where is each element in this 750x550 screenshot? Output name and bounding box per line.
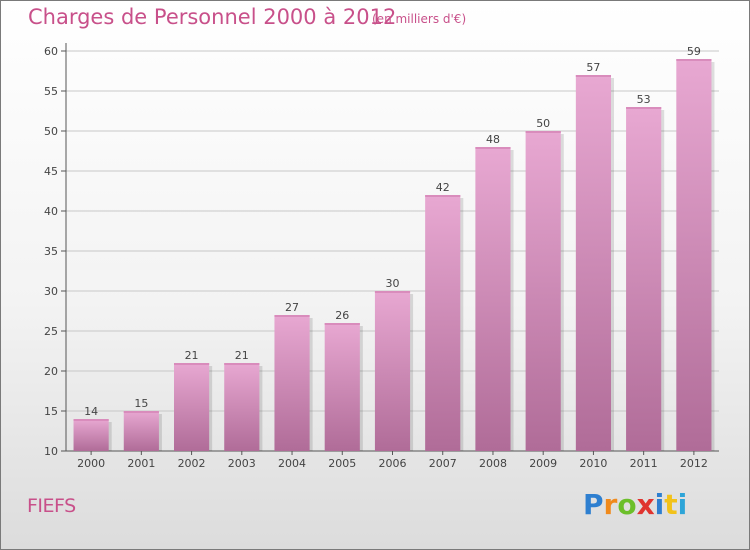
x-tick-label: 2010: [579, 457, 607, 470]
y-tick-label: 40: [44, 205, 58, 218]
bar-2005: [324, 323, 360, 451]
bar-2004: [274, 315, 310, 451]
x-tick-label: 2002: [178, 457, 206, 470]
value-label: 53: [637, 93, 651, 106]
x-tick-label: 2004: [278, 457, 306, 470]
bar-top-edge: [525, 131, 561, 133]
y-tick-label: 50: [44, 125, 58, 138]
chart-title: Charges de Personnel 2000 à 2012: [28, 5, 397, 29]
value-label: 21: [235, 349, 249, 362]
logo-letter: r: [603, 488, 618, 521]
labels: 10 15 20 25 30 35 40 45 50 55 60 14 2000 15 2001 21 2002…: [44, 45, 708, 470]
bar-2003: [224, 363, 260, 451]
bar-2001: [123, 411, 159, 451]
value-label: 50: [536, 117, 550, 130]
y-tick-label: 35: [44, 245, 58, 258]
logo-letter: t: [664, 488, 678, 521]
x-tick-label: 2003: [228, 457, 256, 470]
y-tick-label: 60: [44, 45, 58, 58]
value-label: 30: [386, 277, 400, 290]
logo-letter: i: [654, 488, 665, 521]
bar-2007: [425, 195, 461, 451]
place-name: FIEFS: [27, 495, 76, 517]
bar-top-edge: [73, 419, 109, 421]
bar-2010: [575, 75, 612, 451]
bar-top-edge: [123, 411, 159, 413]
value-label: 14: [84, 405, 98, 418]
bar-top-edge: [374, 291, 411, 293]
value-label: 59: [687, 45, 701, 58]
logo-letter: P: [583, 488, 604, 521]
bar-2008: [475, 147, 511, 451]
x-tick-label: 2007: [429, 457, 457, 470]
bar-2000: [73, 419, 109, 451]
bar-top-edge: [324, 323, 360, 325]
bar-2012: [676, 59, 712, 451]
bar-top-edge: [173, 363, 210, 365]
bar-top-edge: [575, 75, 612, 77]
logo-letter: o: [617, 488, 637, 521]
y-tick-label: 30: [44, 285, 58, 298]
bar-top-edge: [425, 195, 461, 197]
bar-top-edge: [676, 59, 712, 61]
x-tick-label: 2008: [479, 457, 507, 470]
bar-top-edge: [274, 315, 310, 317]
value-label: 27: [285, 301, 299, 314]
x-tick-label: 2006: [379, 457, 407, 470]
y-tick-label: 25: [44, 325, 58, 338]
chart-subtitle: (en milliers d'€): [372, 12, 467, 26]
proxiti-logo: Proxiti: [583, 488, 687, 521]
y-tick-label: 15: [44, 405, 58, 418]
x-tick-label: 2001: [127, 457, 155, 470]
x-tick-label: 2011: [630, 457, 658, 470]
bar-top-edge: [626, 107, 662, 109]
value-label: 21: [185, 349, 199, 362]
value-label: 26: [335, 309, 349, 322]
bars: [73, 59, 715, 451]
x-tick-label: 2000: [77, 457, 105, 470]
x-tick-label: 2009: [529, 457, 557, 470]
bar-2011: [626, 107, 662, 451]
value-label: 57: [586, 61, 600, 74]
value-label: 42: [436, 181, 450, 194]
y-tick-label: 55: [44, 85, 58, 98]
y-tick-label: 10: [44, 445, 58, 458]
bar-2002: [173, 363, 210, 451]
value-label: 48: [486, 133, 500, 146]
bar-top-edge: [224, 363, 260, 365]
bar-top-edge: [475, 147, 511, 149]
bar-2006: [374, 291, 411, 451]
logo-letter: x: [636, 488, 655, 521]
x-tick-label: 2012: [680, 457, 708, 470]
value-label: 15: [134, 397, 148, 410]
y-tick-label: 20: [44, 365, 58, 378]
logo-letter: i: [677, 488, 688, 521]
bar-2009: [525, 131, 561, 451]
x-tick-label: 2005: [328, 457, 356, 470]
y-tick-label: 45: [44, 165, 58, 178]
